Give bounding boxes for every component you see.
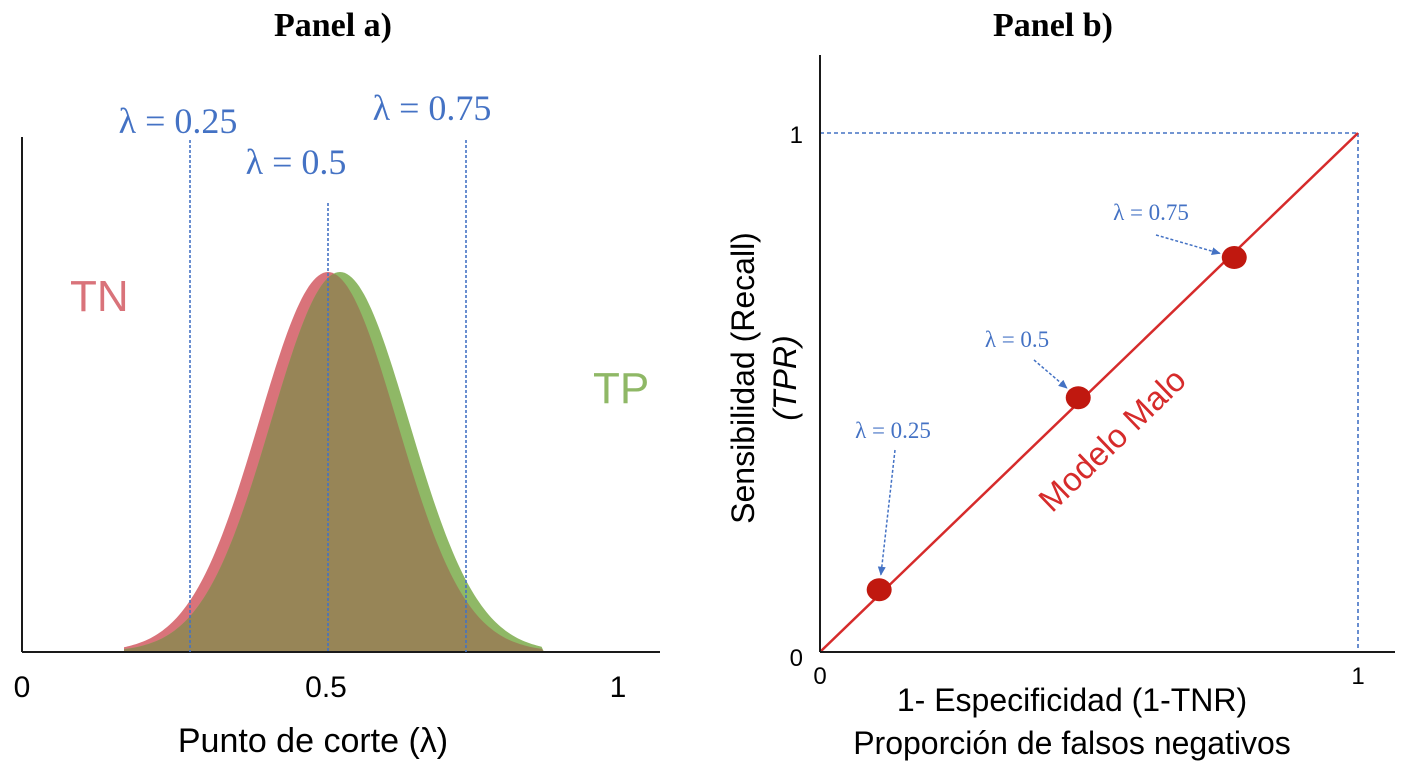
- panel-b-y-axis-label: Sensibilidad (Recall): [725, 232, 761, 524]
- y-tick-label: 1: [790, 122, 803, 149]
- x-tick-label: 1: [610, 671, 627, 704]
- panel-b-x-axis-label: 1- Especificidad (1-TNR): [897, 682, 1247, 718]
- threshold-label: λ = 0.75: [373, 88, 492, 128]
- threshold-label: λ = 0.25: [119, 101, 238, 141]
- x-tick-label: 0: [813, 663, 826, 690]
- x-tick-label: 0.5: [305, 671, 347, 704]
- point-arrow: [877, 449, 896, 576]
- panel-b-title: Panel b): [993, 7, 1113, 44]
- x-tick-label: 1: [1351, 663, 1364, 690]
- threshold-points: λ = 0.25 λ = 0.5 λ = 0.75: [855, 200, 1247, 602]
- point-label: λ = 0.75: [1113, 200, 1189, 225]
- x-tick-label: 0: [14, 671, 31, 704]
- threshold-label: λ = 0.5: [246, 142, 347, 182]
- panel-a: Panel a) λ = 0.25λ = 0.5λ = 0.75 0 0.5 1 T…: [14, 7, 660, 760]
- point-arrow: [1155, 234, 1221, 256]
- threshold-point: [1221, 246, 1247, 270]
- panel-b-y-axis-label-secondary: (TPR): [767, 335, 803, 420]
- point-label: λ = 0.25: [855, 418, 931, 443]
- overlap-area: [124, 274, 544, 652]
- threshold-point: [1065, 386, 1091, 410]
- threshold-lines: λ = 0.25λ = 0.5 λ = 0.75: [119, 88, 492, 652]
- point-arrow: [1033, 359, 1068, 389]
- panel-a-x-axis-label: Punto de corte (λ): [178, 722, 448, 760]
- panel-b-x-axis-label-secondary: Proporción de falsos negativos: [853, 725, 1291, 761]
- reference-guide-lines: [820, 132, 1359, 652]
- tn-label: TN: [70, 272, 129, 321]
- panel-b: Panel b) 0 1 0 1 λ = 0.25 λ = 0.5 λ = 0.75 Mo…: [725, 7, 1395, 761]
- panel-b-tick-labels: 0 1 0 1: [790, 122, 1365, 690]
- y-tick-label: 0: [790, 645, 803, 672]
- threshold-point: [866, 578, 892, 602]
- tp-label: TP: [593, 364, 649, 413]
- panel-a-x-tick-labels: 0 0.5 1: [14, 671, 627, 704]
- modelo-malo-label: Modelo Malo: [1031, 361, 1193, 519]
- point-label: λ = 0.5: [985, 327, 1049, 352]
- panel-a-title: Panel a): [274, 7, 392, 44]
